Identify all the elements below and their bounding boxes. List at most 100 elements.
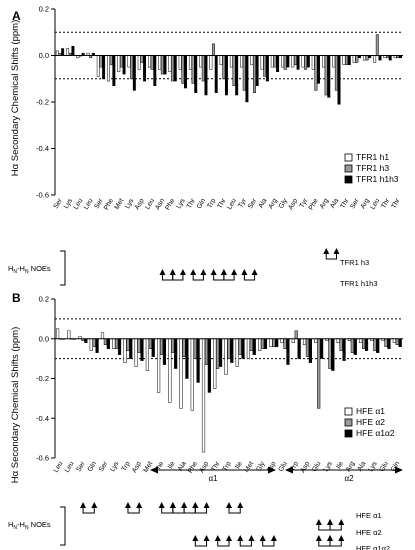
- x-tick-label-residue: Leu: [83, 197, 95, 211]
- bar-a-s1-c15: [212, 43, 216, 56]
- bar-a-s2-c23: [296, 55, 300, 70]
- bar-a-s0-c1: [66, 48, 70, 56]
- bar-a-s2-c6: [122, 55, 126, 75]
- noe-connector: [243, 275, 256, 281]
- bar-b-s1-c25: [339, 338, 343, 351]
- bar-a-s2-c9: [153, 55, 157, 86]
- bar-a-s1-c6: [119, 55, 123, 68]
- legend-label-1: TFR1 h3: [356, 163, 389, 173]
- x-tick-label-residue: Glu: [379, 460, 390, 473]
- bar-b-s1-c8: [148, 338, 152, 349]
- bar-a-s2-c1: [71, 45, 75, 56]
- noe-connector: [318, 525, 331, 531]
- bar-a-s2-c24: [306, 55, 310, 68]
- bar-a-s0-c4: [96, 55, 100, 77]
- noe-arrow-marker: [251, 269, 258, 275]
- noe-connector: [329, 525, 342, 531]
- x-tick-label-residue: Ile: [335, 460, 345, 470]
- bar-b-s2-c5: [117, 338, 122, 355]
- panel-b-bars: [55, 328, 402, 453]
- bar-b-s1-c3: [92, 338, 96, 347]
- x-tick-label-residue: Asp: [299, 460, 311, 474]
- x-tick-label-residue: Tyr: [299, 197, 310, 209]
- bar-b-s0-c6: [123, 338, 127, 363]
- bar-a-s1-c27: [334, 55, 338, 91]
- bar-b-s1-c23: [317, 338, 321, 409]
- x-tick-label-residue: Thr: [390, 197, 402, 210]
- noe-connector: [82, 508, 95, 514]
- bar-a-s2-c8: [143, 55, 147, 82]
- bar-b-s1-c24: [328, 338, 332, 369]
- bar-b-s0-c21: [291, 338, 295, 343]
- x-tick-label-residue: Lys: [124, 197, 136, 210]
- bar-b-s1-c28: [373, 338, 377, 351]
- x-tick-label-residue: Ala: [329, 197, 340, 209]
- bar-a-s1-c8: [140, 55, 144, 63]
- bar-b-s1-c10: [171, 338, 175, 353]
- x-tick-label-residue: Ser: [98, 460, 110, 473]
- x-tick-label-residue: Arg: [319, 197, 330, 210]
- bar-a-s1-c23: [293, 55, 297, 66]
- noe-arrow-marker: [190, 269, 197, 275]
- bar-a-s2-c11: [173, 55, 177, 82]
- bar-a-s0-c13: [188, 55, 192, 70]
- x-tick-label-residue: Ser: [52, 197, 64, 210]
- noe-arrow-marker: [169, 502, 176, 508]
- bar-b-s2-c13: [207, 338, 211, 393]
- x-tick-label-residue: Leu: [73, 197, 85, 211]
- x-tick-label-residue: Asp: [266, 460, 278, 474]
- bar-b-s0-c3: [89, 338, 93, 351]
- bar-b-s0-c16: [235, 338, 239, 367]
- bar-b-s2-c11: [185, 338, 189, 379]
- bar-a-s2-c15: [214, 55, 218, 93]
- bar-a-s0-c17: [229, 55, 233, 68]
- bar-a-s0-c5: [107, 55, 111, 82]
- legend-swatch-1: [344, 164, 353, 173]
- bar-a-s2-c21: [276, 55, 280, 73]
- bar-a-s0-c8: [137, 55, 141, 70]
- bar-a-s0-c25: [311, 55, 315, 70]
- x-tick-label-residue: Trp: [289, 460, 300, 472]
- bar-a-s0-c22: [281, 55, 284, 68]
- x-tick-label-residue: Ser: [349, 197, 361, 210]
- x-tick-label-residue: Leu: [226, 197, 238, 211]
- x-tick-label-residue: Thr: [210, 460, 222, 473]
- bar-a-s1-c13: [191, 55, 195, 84]
- bar-b-s1-c26: [350, 338, 354, 353]
- bar-b-s2-c12: [196, 338, 200, 383]
- noe-arrow-marker: [169, 269, 176, 275]
- x-tick-label-residue: Phe: [308, 197, 320, 211]
- bar-a-s1-c29: [355, 55, 359, 63]
- x-tick-label-residue: Met: [142, 460, 154, 473]
- panel-a-noe-bracket: [60, 250, 66, 286]
- noe-connector: [192, 275, 204, 281]
- x-tick-label-residue: Lys: [109, 460, 121, 473]
- helix-alpha2-right-arrow: [395, 466, 403, 474]
- y-tick-label: -0.4: [36, 144, 49, 153]
- x-tick-label-residue: Ser: [247, 197, 259, 210]
- noe-arrow-marker: [80, 502, 87, 508]
- legend-label-0: TFR1 h1: [356, 152, 389, 162]
- bar-a-s1-c24: [304, 55, 308, 70]
- noe-arrow-marker: [323, 248, 330, 254]
- noe-arrow-marker: [124, 502, 131, 508]
- bar-a-s2-c28: [347, 55, 351, 66]
- bar-a-s2-c25: [317, 55, 321, 84]
- bar-b-s1-c15: [227, 338, 231, 359]
- y-tick-label: -0.4: [36, 414, 49, 423]
- bar-a-s1-c16: [222, 55, 226, 79]
- x-tick-label-residue: Met: [243, 460, 255, 473]
- noe-connector: [194, 541, 208, 547]
- bar-b-s2-c6: [129, 338, 133, 359]
- y-tick-label: -0.6: [36, 191, 49, 200]
- noe-arrow-marker: [338, 519, 345, 525]
- bar-a-s2-c13: [194, 55, 198, 93]
- bar-b-s1-c17: [249, 338, 253, 351]
- panel-b-noe-bracket: [60, 506, 66, 546]
- bar-a-s0-c7: [127, 55, 131, 68]
- bar-b-s0-c14: [213, 338, 217, 389]
- bar-b-s2-c20: [286, 338, 290, 365]
- bar-a-s2-c12: [184, 55, 187, 89]
- x-tick-label-residue: Lys: [323, 460, 335, 473]
